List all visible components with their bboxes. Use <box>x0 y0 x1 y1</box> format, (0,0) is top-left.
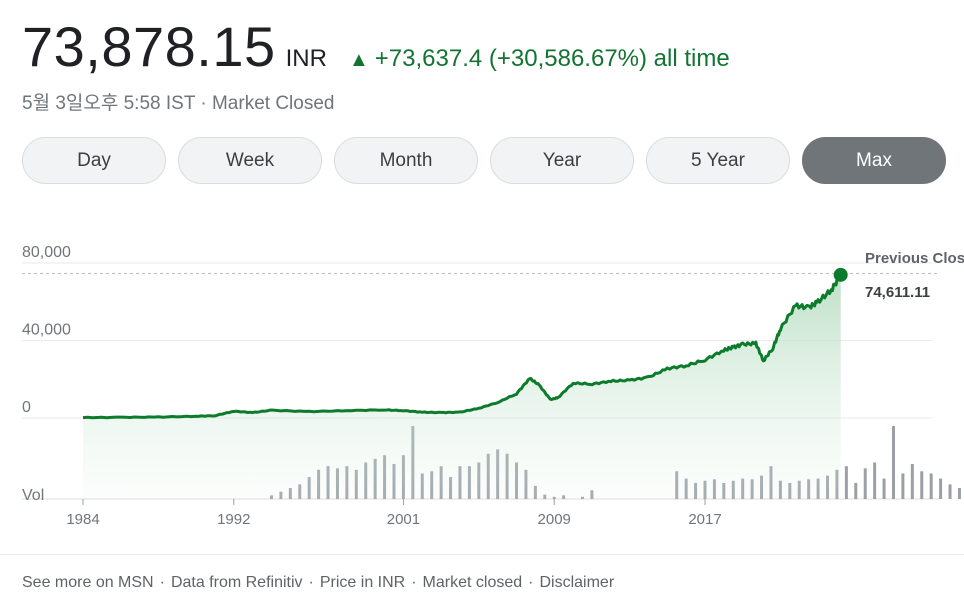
previous-close-label: Previous Close: <box>865 250 964 267</box>
volume-bar <box>948 484 952 499</box>
last-price-marker[interactable] <box>833 267 848 282</box>
y-tick-label: 40,000 <box>22 322 71 339</box>
change-text: +73,637.4 (+30,586.67%) all time <box>374 45 730 72</box>
y-axis: 80,000 40,000 0 <box>22 244 71 416</box>
footer-divider <box>0 554 964 555</box>
range-week-button[interactable]: Week <box>178 137 322 184</box>
up-arrow-icon: ▲ <box>348 49 369 71</box>
price-area <box>83 274 841 499</box>
x-axis: 1984 1992 2001 2009 2017 <box>66 499 722 528</box>
price-currency-note: Price in INR <box>319 574 406 591</box>
quote-header: 73,878.15 INR ▲ +73,637.4 (+30,586.67%) a… <box>22 14 730 78</box>
volume-bar <box>939 478 943 499</box>
x-tick-label: 2017 <box>688 511 721 528</box>
x-tick-label: 1992 <box>217 511 250 528</box>
y-tick-label: 0 <box>22 399 31 416</box>
volume-bar <box>891 426 895 499</box>
currency-code: INR <box>285 45 327 72</box>
volume-bar <box>844 466 848 499</box>
range-month-button[interactable]: Month <box>334 137 478 184</box>
volume-bar <box>882 478 886 499</box>
range-selector: Day Week Month Year 5 Year Max <box>22 137 946 184</box>
volume-bar <box>929 473 933 499</box>
current-price: 73,878.15 <box>22 15 276 78</box>
volume-bar <box>910 463 914 499</box>
price-change: ▲ +73,637.4 (+30,586.67%) all time <box>349 45 730 73</box>
y-tick-label: 80,000 <box>22 244 71 261</box>
footer: See more on MSN · Data from Refinitiv · Pric… <box>22 574 615 591</box>
volume-label: Vol <box>22 487 44 504</box>
disclaimer-link[interactable]: Disclaimer <box>539 574 615 591</box>
market-status-note: Market closed <box>422 574 523 591</box>
x-tick-label: 2009 <box>538 511 571 528</box>
volume-bar <box>901 473 905 499</box>
volume-bar <box>957 488 961 499</box>
range-year-button[interactable]: Year <box>490 137 634 184</box>
x-tick-label: 2001 <box>387 511 420 528</box>
volume-bar <box>863 468 867 499</box>
volume-bar <box>920 471 924 499</box>
range-5year-button[interactable]: 5 Year <box>646 137 790 184</box>
x-tick-label: 1984 <box>66 511 99 528</box>
see-more-link[interactable]: See more on MSN <box>22 574 154 591</box>
range-max-button[interactable]: Max <box>802 137 946 184</box>
volume-bar <box>873 462 877 499</box>
range-day-button[interactable]: Day <box>22 137 166 184</box>
previous-close-value: 74,611.11 <box>865 284 930 301</box>
volume-bar <box>854 482 858 499</box>
market-status: 5월 3일오후 5:58 IST · Market Closed <box>22 93 335 114</box>
price-line <box>82 274 843 420</box>
data-source-link[interactable]: Data from Refinitiv <box>170 574 303 591</box>
